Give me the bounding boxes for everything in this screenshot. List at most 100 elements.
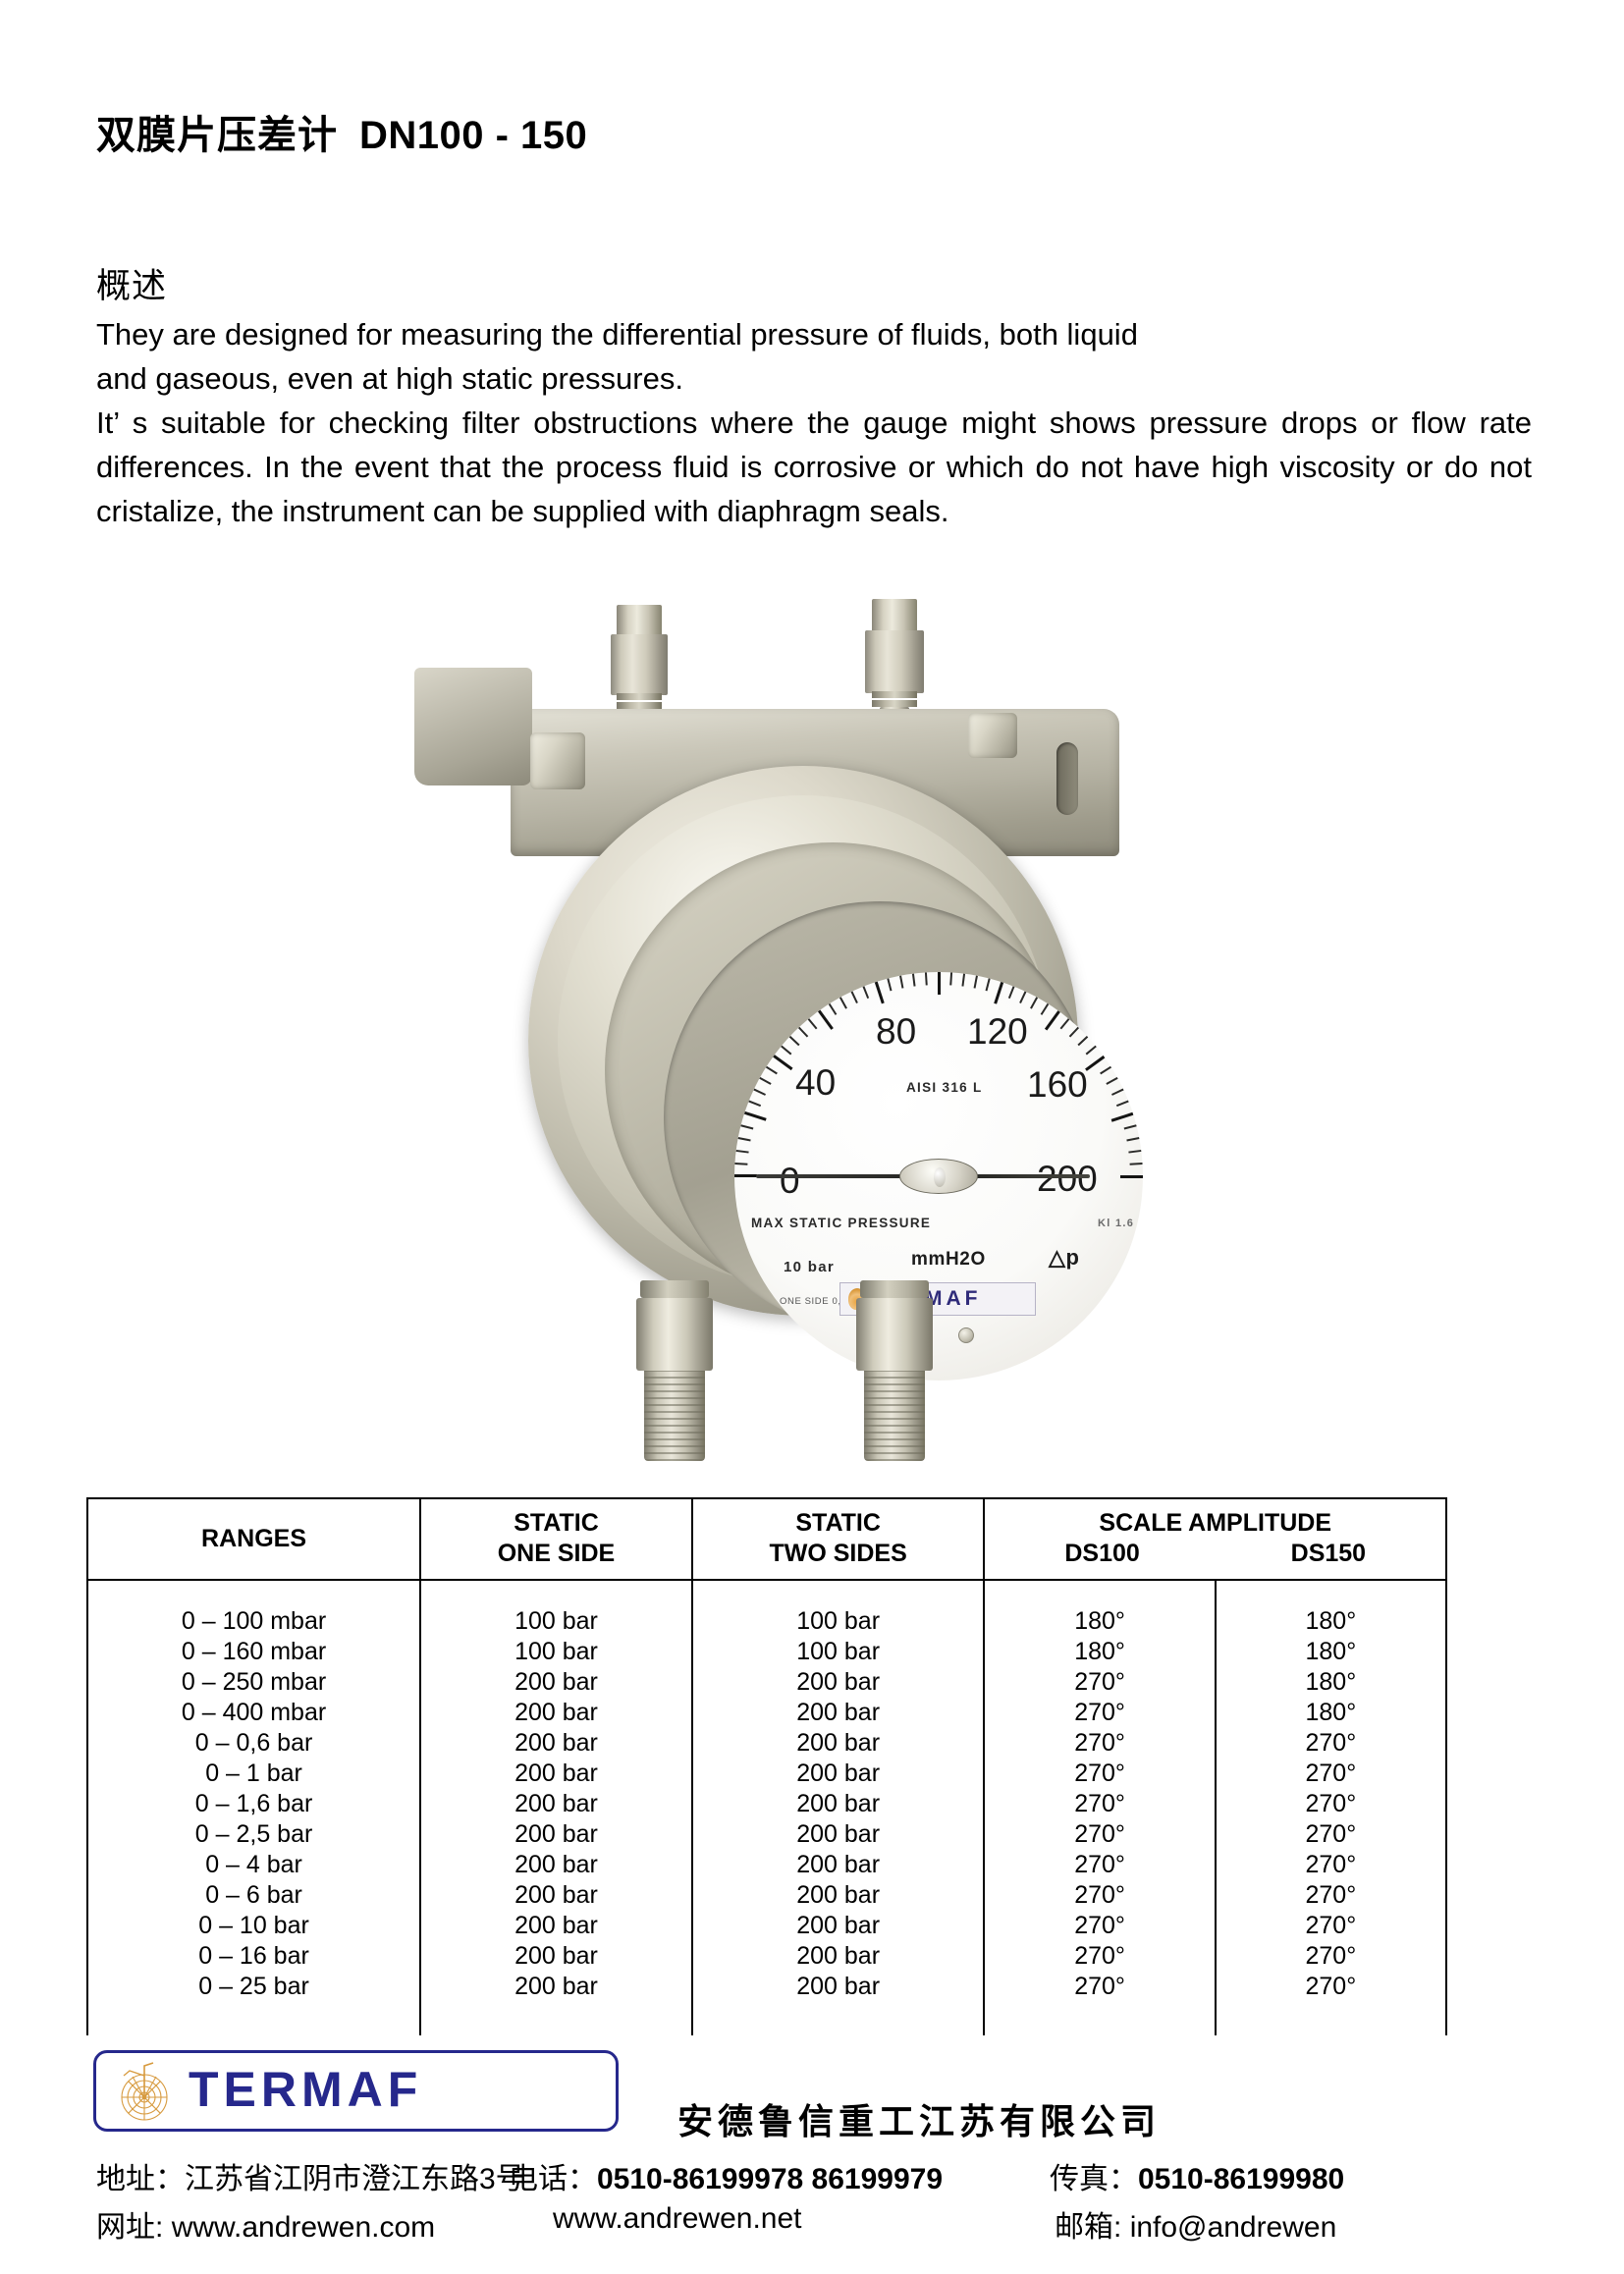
footer-wordmark-end: F: [387, 2061, 423, 2117]
connection-hex-nut: [636, 1298, 713, 1371]
th-ds100: DS100: [1064, 1540, 1140, 1567]
cell-range: 0 – 250 mbar: [85, 1667, 422, 1698]
th-static-one-side: STATIC ONE SIDE: [419, 1497, 693, 1581]
cell-range: 0 – 160 mbar: [85, 1637, 422, 1667]
cell-static-two-sides: 200 bar: [690, 1819, 986, 1850]
cell-static-one-side: 200 bar: [419, 1728, 693, 1759]
cell-static-two-sides: 200 bar: [690, 1850, 986, 1880]
cell-static-two-sides: 100 bar: [690, 1637, 986, 1667]
section-heading-overview: 概述: [96, 267, 168, 305]
th-static-one-side-l2: ONE SIDE: [497, 1540, 616, 1567]
cell-static-two-sides: 200 bar: [690, 1789, 986, 1819]
telephone-block: 电话：0510-86199978 86199979: [509, 2154, 943, 2197]
cell-static-two-sides: 200 bar: [690, 1941, 986, 1972]
fan-wheel-icon: [114, 2060, 175, 2123]
cell-ds100: 270°: [983, 1698, 1217, 1728]
dial-max-static-label: MAX STATIC PRESSURE: [751, 1216, 932, 1230]
cell-static-two-sides: 200 bar: [690, 1698, 986, 1728]
footer-wordmark-main: TERMA: [189, 2061, 388, 2117]
bottom-right-connection: [856, 1280, 933, 1461]
table-row: 0 – 250 mbar 200 bar 200 bar 270° 180°: [85, 1667, 1448, 1698]
gauge-bezel: 0 40 80 120 160 200 AISI 316 L MAX STATI…: [558, 795, 1143, 1381]
address-block: 地址：江苏省江阴市澄江东路3号: [96, 2154, 525, 2197]
cell-static-two-sides: 200 bar: [690, 1972, 986, 2035]
table-row: 0 – 1 bar 200 bar 200 bar 270° 270°: [85, 1759, 1448, 1789]
cell-range: 0 – 400 mbar: [85, 1698, 422, 1728]
cell-ds150: 180°: [1214, 1667, 1448, 1698]
dial-number-0: 0: [780, 1161, 800, 1201]
bottom-left-connection: [636, 1280, 713, 1461]
mail-value[interactable]: info@andrewen: [1129, 2211, 1337, 2244]
web-label: 网址:: [96, 2211, 164, 2244]
table-row: 0 – 0,6 bar 200 bar 200 bar 270° 270°: [85, 1728, 1448, 1759]
cell-ds150: 270°: [1214, 1911, 1448, 1941]
dial-number-120: 120: [967, 1011, 1028, 1052]
cell-static-one-side: 200 bar: [419, 1819, 693, 1850]
product-photo: 0 40 80 120 160 200 AISI 316 L MAX STATI…: [412, 599, 1198, 1461]
cell-range: 0 – 10 bar: [85, 1911, 422, 1941]
cell-range: 0 – 25 bar: [85, 1972, 422, 2035]
th-ranges: RANGES: [85, 1497, 422, 1581]
cell-ds100: 270°: [983, 1911, 1217, 1941]
cell-ds150: 180°: [1214, 1637, 1448, 1667]
table-row: 0 – 100 mbar 100 bar 100 bar 180° 180°: [85, 1580, 1448, 1637]
cell-static-one-side: 200 bar: [419, 1850, 693, 1880]
website-value-2[interactable]: www.andrewen.net: [553, 2202, 802, 2235]
needle-hub: [899, 1159, 978, 1194]
th-static-two-sides-l2: TWO SIDES: [769, 1540, 907, 1567]
cell-ds100: 180°: [983, 1580, 1217, 1637]
cell-range: 0 – 4 bar: [85, 1850, 422, 1880]
cell-ds150: 270°: [1214, 1819, 1448, 1850]
cell-range: 0 – 6 bar: [85, 1880, 422, 1911]
cell-range: 0 – 0,6 bar: [85, 1728, 422, 1759]
cell-ds100: 270°: [983, 1880, 1217, 1911]
fax-value: 0510-86199980: [1138, 2163, 1345, 2195]
web-value[interactable]: www.andrewen.com: [171, 2211, 436, 2244]
intro-line-1: They are designed for measuring the diff…: [96, 317, 1138, 352]
cell-static-two-sides: 200 bar: [690, 1759, 986, 1789]
cell-ds150: 180°: [1214, 1580, 1448, 1637]
th-scale-amplitude-subheaders: DS100 DS150: [989, 1539, 1441, 1569]
dial-number-80: 80: [876, 1011, 917, 1052]
th-static-two-sides: STATIC TWO SIDES: [690, 1497, 986, 1581]
page-title-cn: 双膜片压差计: [96, 114, 338, 157]
cell-static-one-side: 100 bar: [419, 1637, 693, 1667]
cell-ds100: 270°: [983, 1667, 1217, 1698]
cell-static-two-sides: 200 bar: [690, 1880, 986, 1911]
cell-ds150: 270°: [1214, 1972, 1448, 2035]
cell-static-one-side: 200 bar: [419, 1911, 693, 1941]
cell-ds100: 270°: [983, 1728, 1217, 1759]
cell-range: 0 – 100 mbar: [85, 1580, 422, 1637]
top-right-fitting: [862, 599, 927, 721]
connection-hex-nut: [856, 1298, 933, 1371]
gauge-ring: 0 40 80 120 160 200 AISI 316 L MAX STATI…: [605, 842, 1143, 1381]
cell-ds150: 270°: [1214, 1728, 1448, 1759]
footer-wordmark: TERMAF: [189, 2061, 422, 2118]
email-block: 邮箱: info@andrewen: [1055, 2202, 1336, 2246]
dial-delta-p-symbol: △p: [1049, 1245, 1080, 1270]
table-header-row: RANGES STATIC ONE SIDE STATIC TWO SIDES …: [85, 1497, 1447, 1581]
connection-thread: [644, 1371, 705, 1461]
th-static-two-sides-l1: STATIC: [795, 1509, 881, 1537]
table-row: 0 – 160 mbar 100 bar 100 bar 180° 180°: [85, 1637, 1448, 1667]
cell-static-one-side: 100 bar: [419, 1580, 693, 1637]
cell-static-one-side: 200 bar: [419, 1698, 693, 1728]
cell-ds100: 270°: [983, 1759, 1217, 1789]
table-row: 0 – 6 bar 200 bar 200 bar 270° 270°: [85, 1880, 1448, 1911]
address-label: 地址：: [96, 2163, 185, 2195]
cell-range: 0 – 2,5 bar: [85, 1819, 422, 1850]
cell-static-two-sides: 200 bar: [690, 1911, 986, 1941]
bracket-left-flange: [414, 668, 532, 785]
gauge-dial-face: 0 40 80 120 160 200 AISI 316 L MAX STATI…: [734, 972, 1143, 1381]
cell-ds100: 270°: [983, 1972, 1217, 2035]
tel-label: 电话：: [509, 2163, 597, 2195]
dial-unit: mmH2O: [911, 1249, 986, 1270]
th-ds150: DS150: [1290, 1540, 1367, 1567]
dial-one-side-note: ONE SIDE 0,2 bar: [780, 1296, 866, 1307]
connection-thread: [864, 1371, 925, 1461]
specification-table: RANGES STATIC ONE SIDE STATIC TWO SIDES …: [85, 1497, 1448, 2035]
website-block: 网址: www.andrewen.com: [96, 2202, 435, 2246]
dial-material-marking: AISI 316 L: [906, 1080, 983, 1095]
cell-static-one-side: 200 bar: [419, 1667, 693, 1698]
